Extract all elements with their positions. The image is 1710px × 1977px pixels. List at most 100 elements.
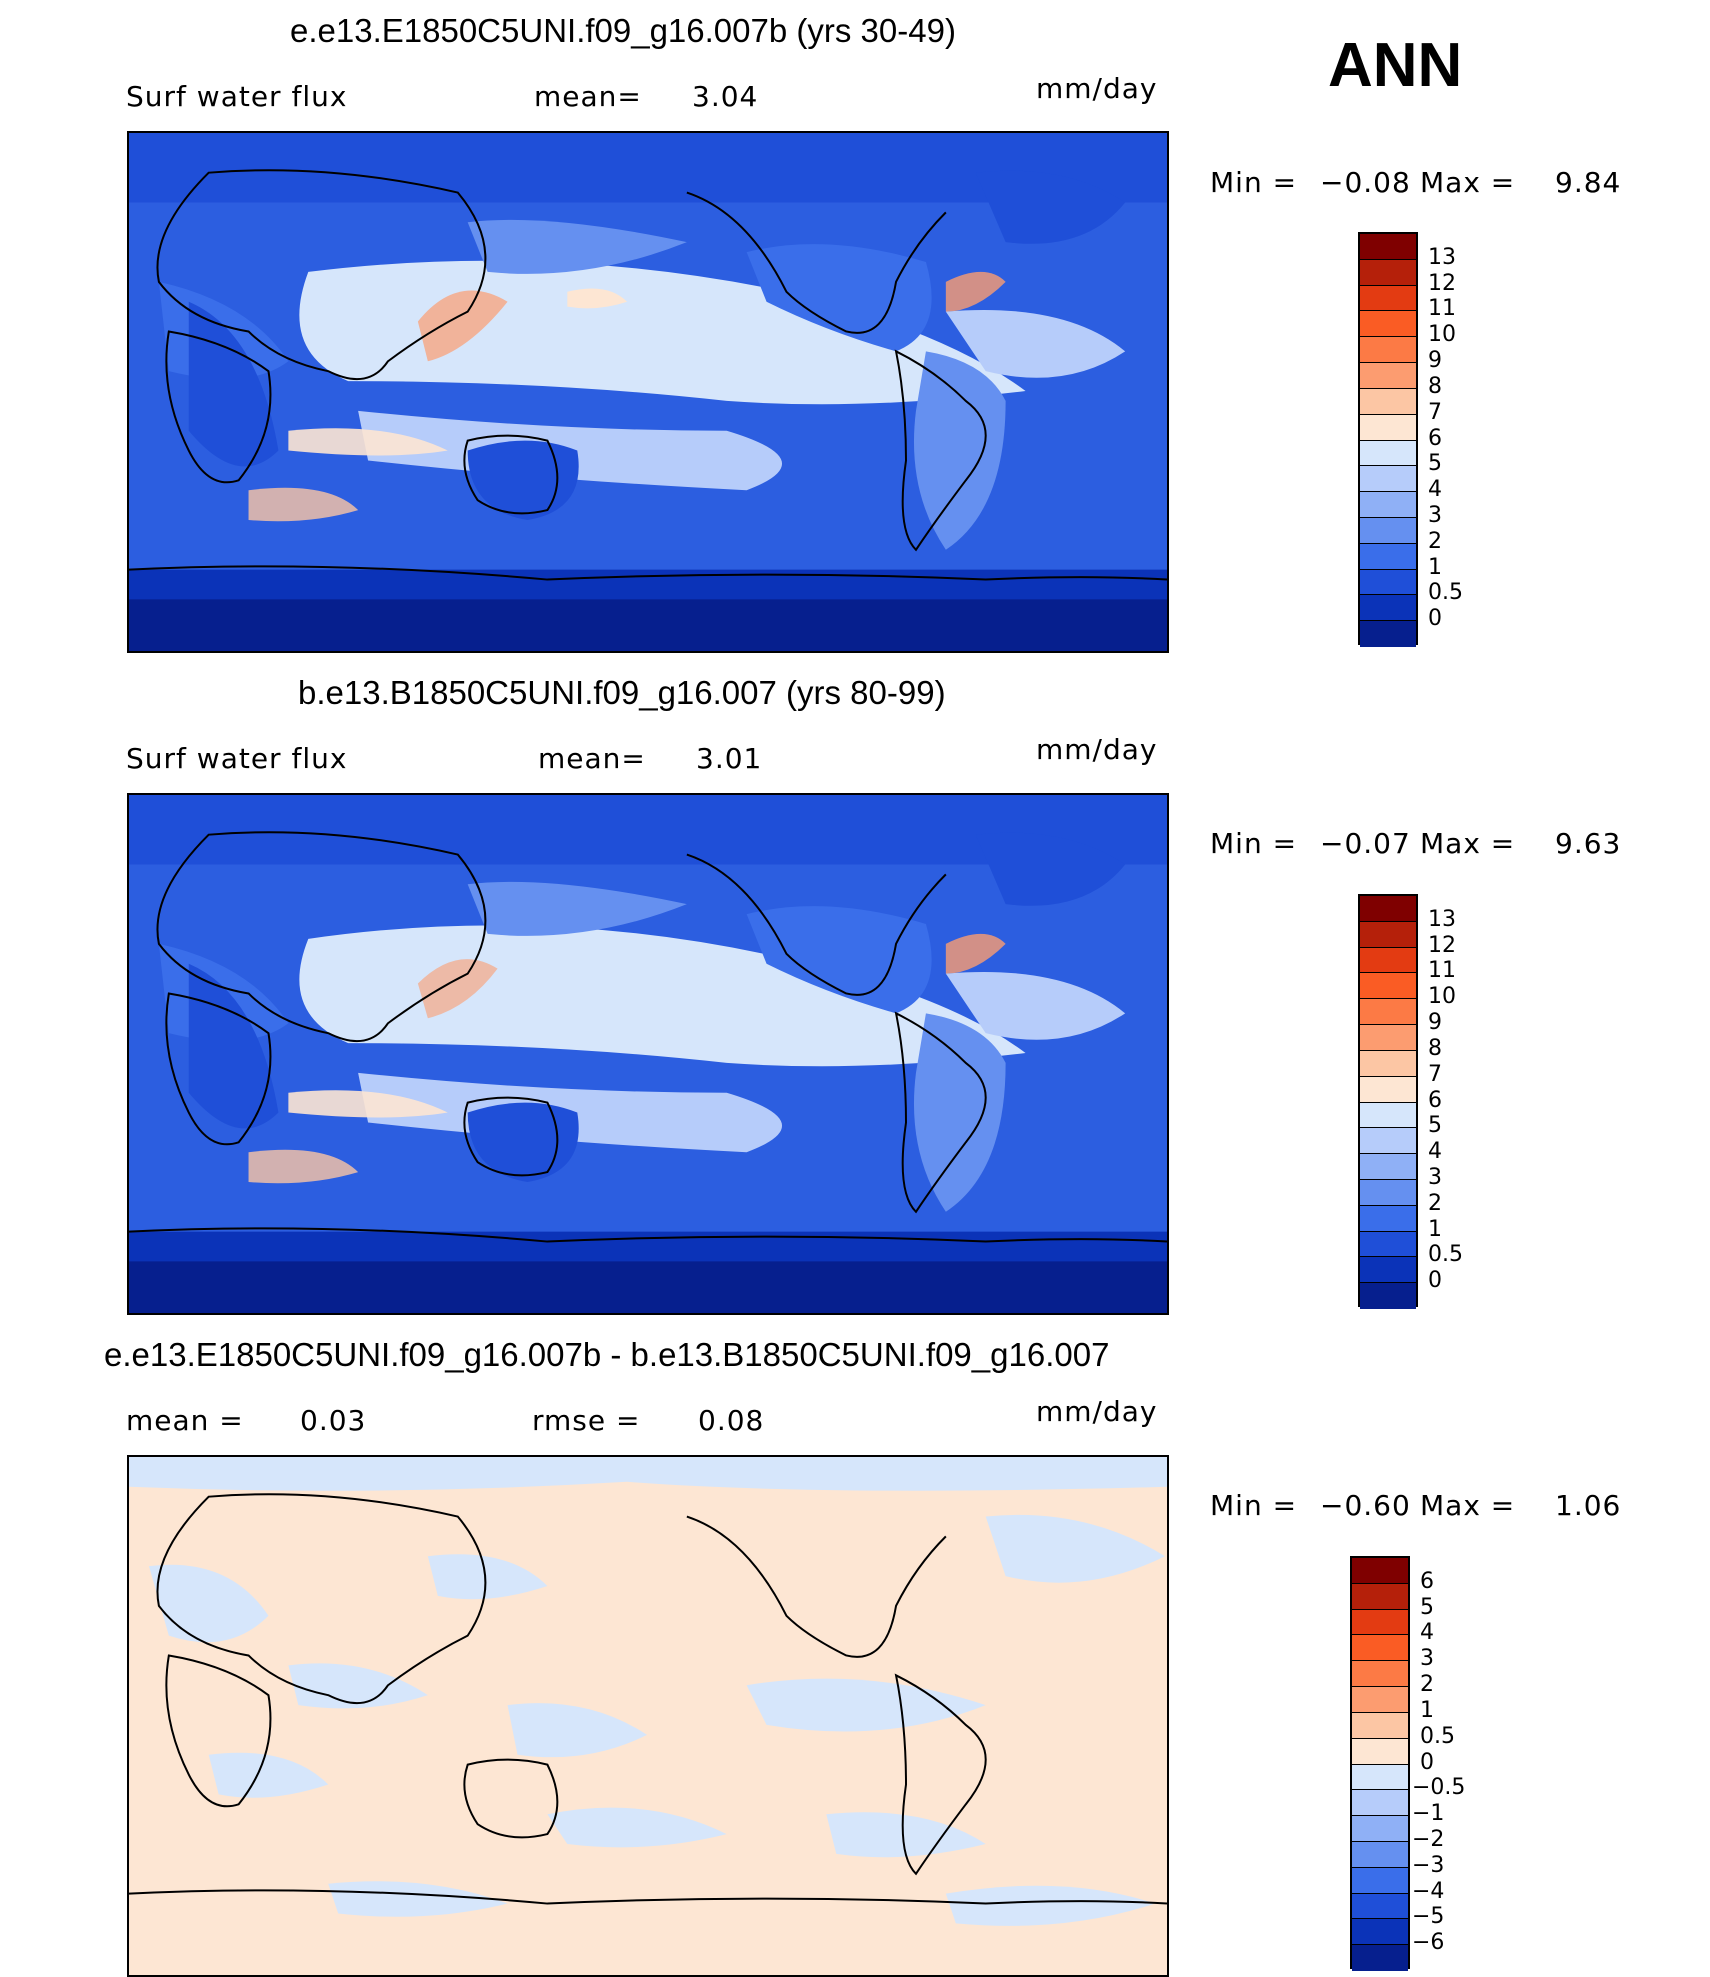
colorbar-box <box>1360 999 1416 1026</box>
colorbar-box <box>1360 1205 1416 1232</box>
colorbar-tick-label: 3 <box>1428 502 1442 528</box>
panel3-max-label: Max = <box>1420 1489 1516 1522</box>
colorbar-box <box>1360 621 1416 647</box>
panel1-min-value: −0.08 <box>1320 166 1411 199</box>
colorbar-tick-label: 6 <box>1420 1568 1434 1594</box>
colorbar-tick-label: 12 <box>1428 932 1456 958</box>
colorbar-tick-label: 1 <box>1428 554 1442 580</box>
colorbar-tick-label: 11 <box>1428 958 1456 984</box>
panel2-field <box>129 795 1167 1313</box>
panel3-field <box>129 1457 1167 1975</box>
panel3-map <box>127 1455 1169 1977</box>
colorbar-box <box>1352 1687 1408 1713</box>
colorbar-tick-label: 8 <box>1428 1035 1442 1061</box>
panel1-min-label: Min = <box>1210 166 1298 199</box>
colorbar-tick-label: 6 <box>1428 1087 1442 1113</box>
colorbar-tick-label: 4 <box>1428 1139 1442 1165</box>
colorbar-box <box>1360 259 1416 286</box>
colorbar-tick-label: 7 <box>1428 1061 1442 1087</box>
colorbar-box <box>1360 517 1416 544</box>
colorbar-box <box>1352 1712 1408 1739</box>
colorbar-box <box>1352 1945 1408 1971</box>
colorbar-box <box>1360 363 1416 389</box>
panel2-title: b.e13.B1850C5UNI.f09_g16.007 (yrs 80-99) <box>298 674 946 711</box>
colorbar-box <box>1360 1283 1416 1309</box>
colorbar-tick-label: −5 <box>1412 1904 1445 1930</box>
colorbar-tick-label: −6 <box>1412 1930 1445 1956</box>
colorbar-tick-label: 2 <box>1428 1190 1442 1216</box>
colorbar-tick-label: 1 <box>1428 1216 1442 1242</box>
colorbar-box <box>1352 1558 1408 1584</box>
colorbar-box <box>1360 1154 1416 1180</box>
colorbar-box <box>1360 921 1416 948</box>
panel1-mean-label: mean= <box>534 80 642 113</box>
panel2-variable-label: Surf water flux <box>126 742 348 775</box>
colorbar-tick-label: 8 <box>1428 373 1442 399</box>
colorbar-tick-label: 0.5 <box>1420 1723 1455 1749</box>
colorbar-box <box>1360 466 1416 493</box>
colorbar-tick-label: −0.5 <box>1412 1775 1466 1801</box>
colorbar-tick-label: 3 <box>1428 1164 1442 1190</box>
colorbar-tick-label: 0 <box>1428 606 1442 632</box>
panel2-mean-label: mean= <box>538 742 646 775</box>
colorbar-tick-label: 6 <box>1428 425 1442 451</box>
colorbar-box <box>1352 1609 1408 1636</box>
panel3-rmse-label: rmse = <box>532 1404 641 1437</box>
colorbar-tick-label: 10 <box>1428 984 1456 1010</box>
colorbar-tick-label: 13 <box>1428 244 1456 270</box>
colorbar-tick-label: 13 <box>1428 906 1456 932</box>
panel3-min-label: Min = <box>1210 1489 1298 1522</box>
colorbar-box <box>1360 569 1416 596</box>
colorbar-tick-label: 10 <box>1428 322 1456 348</box>
colorbar-box <box>1360 595 1416 622</box>
colorbar-box <box>1360 1128 1416 1155</box>
colorbar-box <box>1360 414 1416 441</box>
colorbar-box <box>1360 543 1416 570</box>
season-label: ANN <box>1328 31 1463 100</box>
colorbar-tick-label: −2 <box>1412 1826 1445 1852</box>
colorbar-box <box>1360 1076 1416 1103</box>
colorbar-box <box>1352 1790 1408 1817</box>
panel1-title: e.e13.E1850C5UNI.f09_g16.007b (yrs 30-49… <box>290 12 956 49</box>
colorbar-box <box>1352 1867 1408 1894</box>
colorbar-box <box>1352 1816 1408 1842</box>
colorbar-box <box>1360 337 1416 364</box>
colorbar-tick-label: 4 <box>1420 1620 1434 1646</box>
colorbar-tick-label: 0.5 <box>1428 580 1463 606</box>
colorbar-box <box>1360 285 1416 312</box>
colorbar-box <box>1360 1179 1416 1206</box>
colorbar-box <box>1360 234 1416 260</box>
colorbar-tick-label: 7 <box>1428 399 1442 425</box>
panel2-min-value: −0.07 <box>1320 827 1411 860</box>
colorbar-box <box>1360 947 1416 974</box>
colorbar-tick-label: 5 <box>1428 451 1442 477</box>
colorbar-tick-label: 1 <box>1420 1697 1434 1723</box>
colorbar-tick-label: 4 <box>1428 477 1442 503</box>
colorbar-box <box>1360 388 1416 415</box>
colorbar-tick-label: 3 <box>1420 1646 1434 1672</box>
colorbar-box <box>1352 1893 1408 1920</box>
panel3-mean-value: 0.03 <box>300 1404 367 1437</box>
colorbar-tick-label: 2 <box>1428 528 1442 554</box>
colorbar-tick-label: 0.5 <box>1428 1242 1463 1268</box>
colorbar-tick-label: −4 <box>1412 1878 1445 1904</box>
colorbar-tick-label: 2 <box>1420 1672 1434 1698</box>
panel2-min-label: Min = <box>1210 827 1298 860</box>
colorbar-box <box>1352 1919 1408 1946</box>
panel2-max-value: 9.63 <box>1555 827 1622 860</box>
colorbar-box <box>1360 1025 1416 1051</box>
colorbar-box <box>1352 1583 1408 1610</box>
colorbar-box <box>1352 1738 1408 1765</box>
colorbar-box <box>1360 1102 1416 1129</box>
colorbar-box <box>1360 440 1416 467</box>
colorbar-box <box>1360 492 1416 518</box>
colorbar-box <box>1360 1231 1416 1258</box>
panel3-title: e.e13.E1850C5UNI.f09_g16.007b - b.e13.B1… <box>104 1336 1110 1373</box>
panel1-colorbar <box>1358 232 1418 647</box>
colorbar-tick-label: 0 <box>1420 1749 1434 1775</box>
colorbar-box <box>1352 1764 1408 1791</box>
panel1-map <box>127 131 1169 653</box>
panel1-variable-label: Surf water flux <box>126 80 348 113</box>
panel3-min-value: −0.60 <box>1320 1489 1411 1522</box>
colorbar-tick-label: −3 <box>1412 1852 1445 1878</box>
